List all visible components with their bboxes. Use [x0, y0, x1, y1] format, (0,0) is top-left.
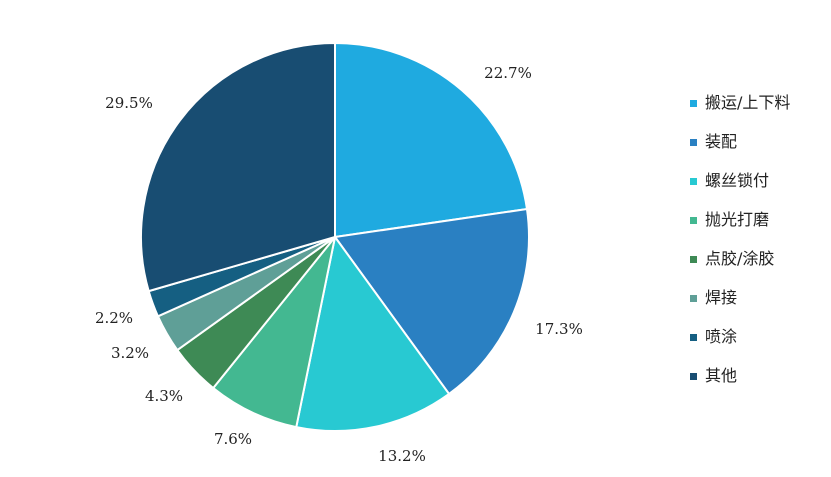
legend-label: 焊接: [705, 288, 738, 307]
legend-item: 螺丝锁付: [690, 170, 790, 209]
legend-swatch: [690, 334, 697, 341]
legend-swatch: [690, 139, 697, 146]
chart-legend: 搬运/上下料 装配螺丝锁付抛光打磨点胶/涂胶焊接喷涂其他: [690, 92, 790, 404]
pie-data-labels: 22.7% 17.3% 13.2% 7.6% 4.3% 3.2% 2.2% 29.5%: [95, 64, 583, 465]
legend-item: 其他: [690, 365, 790, 404]
legend-swatch: [690, 373, 697, 380]
pie-slice: [334, 41, 529, 239]
legend-item: 抛光打磨: [690, 209, 790, 248]
pie-slice: [295, 234, 451, 432]
slice-data-label: 4.3%: [145, 387, 183, 405]
legend-label: 装配: [705, 132, 738, 151]
legend-swatch: [690, 217, 697, 224]
legend-label: 其他: [705, 366, 738, 385]
legend-label: 搬运/上下料: [705, 93, 791, 112]
legend-label: 螺丝锁付: [705, 171, 770, 190]
legend-label: 抛光打磨: [705, 210, 770, 229]
legend-item: 焊接: [690, 287, 790, 326]
pie-slice: [140, 41, 336, 293]
slice-data-label: 29.5%: [105, 94, 153, 112]
pie-slices: [140, 41, 530, 432]
pie-slice: [333, 207, 530, 396]
legend-swatch: [690, 256, 697, 263]
slice-data-label: 13.2%: [378, 447, 426, 465]
slice-data-label: 22.7%: [484, 64, 532, 82]
legend-item: 搬运/上下料: [690, 92, 790, 131]
legend-item: 点胶/涂胶: [690, 248, 790, 287]
legend-label: 喷涂: [705, 327, 738, 346]
legend-item: 喷涂: [690, 326, 790, 365]
legend-label: 点胶/涂胶: [705, 249, 775, 268]
legend-item: 装配: [690, 131, 790, 170]
legend-swatch: [690, 295, 697, 302]
slice-data-label: 17.3%: [535, 320, 583, 338]
slice-data-label: 3.2%: [111, 344, 149, 362]
legend-swatch: [690, 178, 697, 185]
legend-swatch: [690, 100, 697, 107]
slice-data-label: 2.2%: [95, 309, 133, 327]
slice-data-label: 7.6%: [214, 430, 252, 448]
